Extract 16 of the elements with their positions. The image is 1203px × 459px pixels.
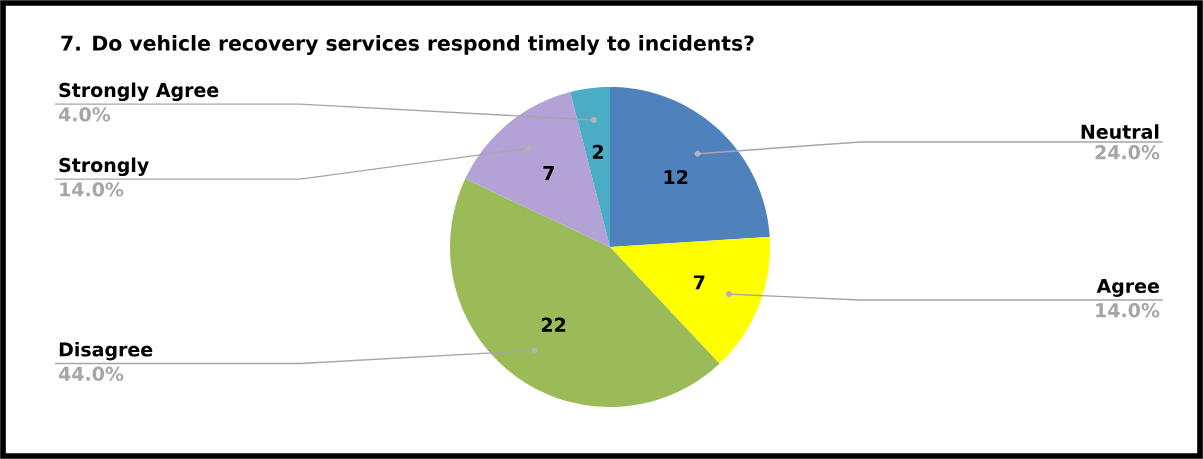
slice-label: Neutral	[1081, 124, 1159, 139]
text: 24.0%	[1095, 145, 1160, 160]
data-label: 7	[693, 275, 705, 290]
data-label: 7	[543, 166, 554, 180]
slice-label: Agree	[1096, 278, 1159, 297]
text: 44.0%	[58, 366, 124, 381]
slice-label: Strongly Agree	[59, 82, 219, 102]
text: 4.0%	[58, 107, 111, 122]
data-label: 12	[664, 169, 688, 185]
slice-label: Disagree	[59, 341, 153, 361]
slice-label: Strongly	[59, 157, 149, 177]
chart-title: 7. Do vehicle recovery services respond timely to incidents?	[61, 35, 754, 55]
text: 14.0%	[60, 182, 124, 197]
text: 14.0%	[1096, 303, 1160, 318]
data-label: 22	[541, 317, 566, 332]
data-label: 2	[592, 144, 603, 159]
